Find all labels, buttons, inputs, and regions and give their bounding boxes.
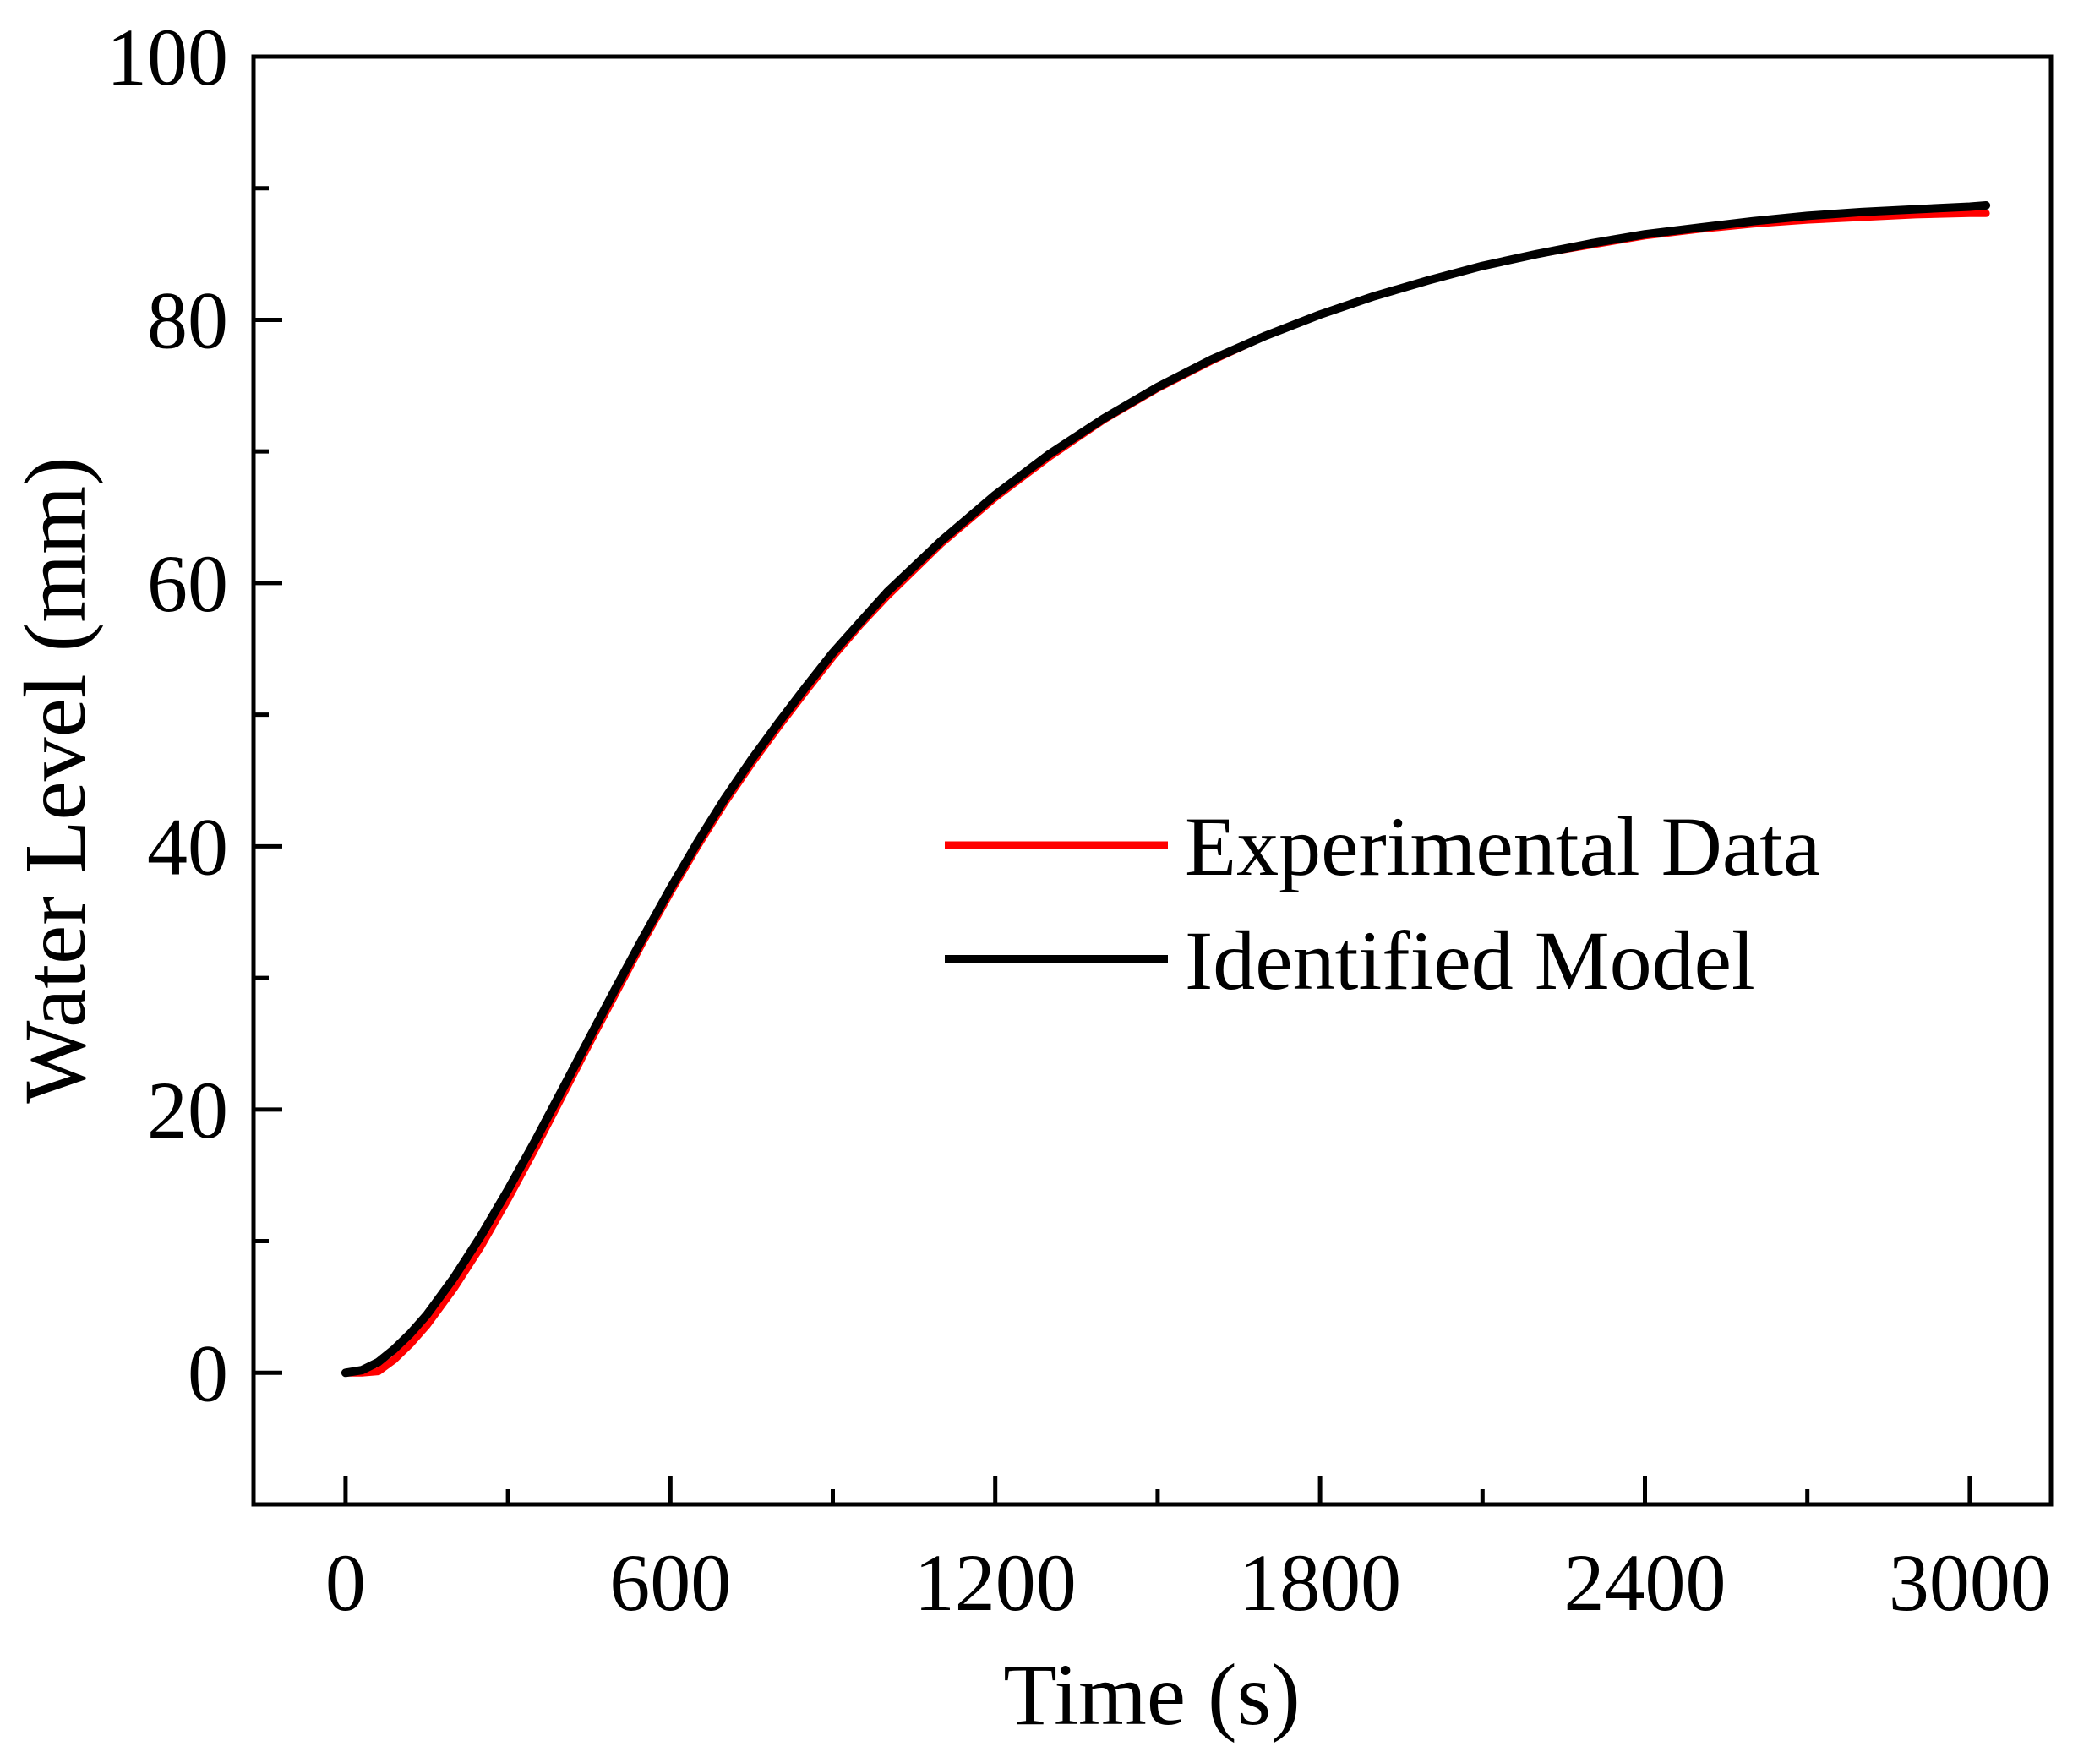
- series-layer: [341, 201, 1991, 1378]
- legend-label-experimental-data: Experimental Data: [1185, 800, 1820, 893]
- y-tick-label: 60: [147, 538, 228, 629]
- x-tick-label: 2400: [1564, 1537, 1726, 1628]
- y-tick-label: 20: [147, 1065, 228, 1155]
- plot-frame: [251, 54, 2054, 1507]
- y-tick-label: 40: [147, 801, 228, 892]
- y-tick-label: 80: [147, 275, 228, 365]
- y-tick-label: 0: [188, 1328, 228, 1418]
- x-axis: 0 600 1200 1800 2400 3000: [325, 1476, 2051, 1628]
- y-axis: 0 20 40 60 80 100: [106, 12, 282, 1507]
- x-tick-label: 3000: [1889, 1537, 2051, 1628]
- x-tick-label: 1200: [914, 1537, 1077, 1628]
- legend-label-identified-model: Identified Model: [1185, 914, 1755, 1007]
- y-axis-title: Water Level (mm): [7, 456, 104, 1103]
- legend: Experimental Data Identified Model: [945, 800, 1820, 1007]
- x-tick-label: 1800: [1239, 1537, 1401, 1628]
- x-axis-title: Time (s): [1003, 1646, 1301, 1744]
- x-tick-label: 0: [325, 1537, 366, 1628]
- x-tick-label: 600: [609, 1537, 731, 1628]
- y-tick-label: 100: [106, 12, 228, 102]
- series-line-identified-model: [341, 201, 1991, 1378]
